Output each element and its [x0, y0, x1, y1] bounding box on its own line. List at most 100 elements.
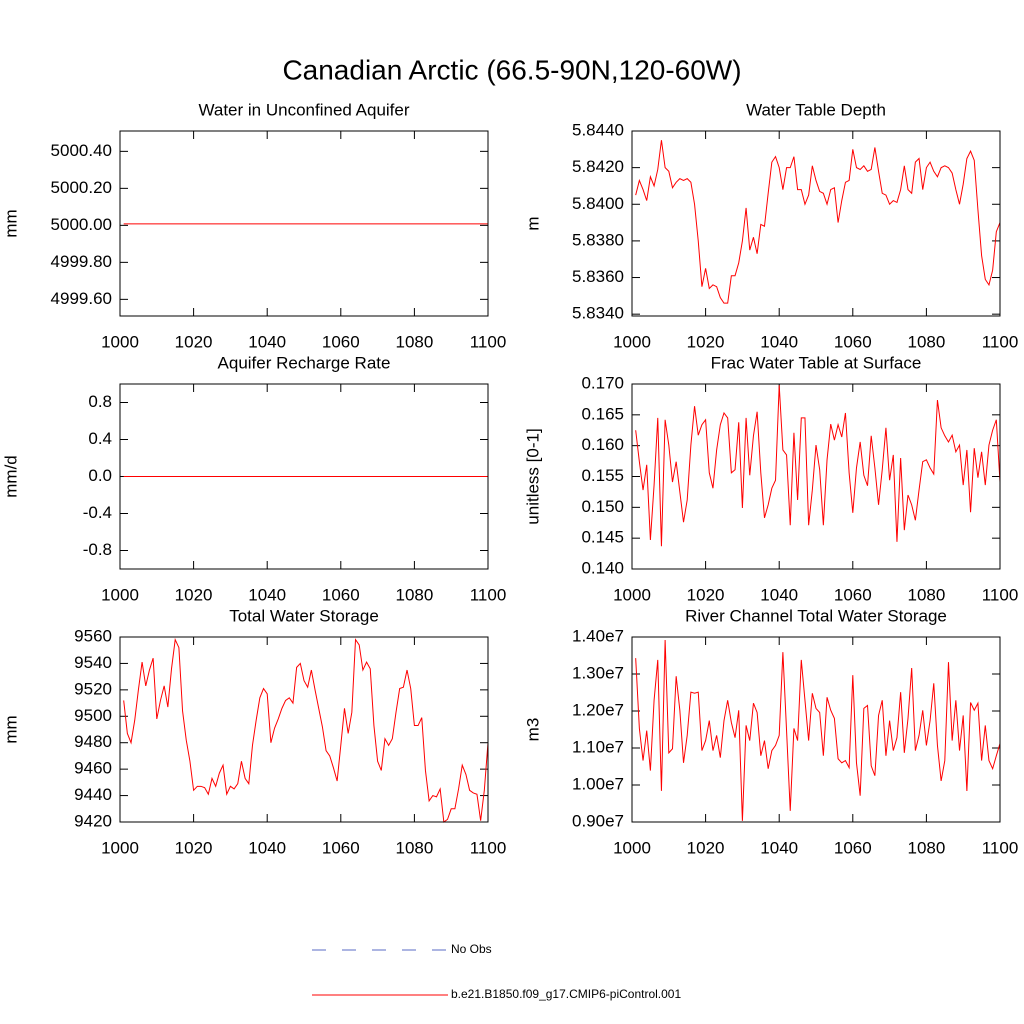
y-tick-label: 1.30e7: [572, 663, 624, 682]
y-tick-label: 5.8420: [572, 157, 624, 176]
x-tick-label: 1020: [175, 838, 213, 857]
plot-frame: [119, 130, 489, 317]
y-tick-label: 0.150: [581, 497, 624, 516]
x-tick-label: 1040: [760, 332, 798, 351]
y-tick-label: 0.170: [581, 373, 624, 392]
x-tick-label: 1080: [907, 332, 945, 351]
y-tick-label: 0.8: [88, 392, 112, 411]
x-tick-label: 1040: [248, 332, 286, 351]
x-tick-label: 1100: [982, 585, 1019, 604]
data-line: [123, 637, 489, 823]
x-tick-label: 1020: [687, 838, 725, 857]
plot-frame: [631, 383, 1001, 570]
x-tick-label: 1080: [395, 585, 433, 604]
y-tick-label: 0.4: [88, 429, 112, 448]
y-axis-label: mm/d: [1, 455, 20, 498]
plot-frame: [631, 130, 1001, 317]
panel-title: Water in Unconfined Aquifer: [198, 100, 409, 119]
y-tick-label: 0.165: [581, 404, 624, 423]
panel-title: Total Water Storage: [229, 606, 379, 625]
y-tick-label: 5.8340: [572, 304, 624, 323]
y-tick-label: 0.90e7: [572, 811, 624, 830]
y-tick-label: 9520: [74, 679, 112, 698]
y-tick-label: 0.0: [88, 466, 112, 485]
x-tick-label: 1000: [101, 838, 139, 857]
x-tick-label: 1000: [613, 585, 651, 604]
y-tick-label: 4999.80: [51, 252, 112, 271]
y-tick-label: 0.145: [581, 528, 624, 547]
panel-title: Aquifer Recharge Rate: [218, 353, 391, 372]
x-tick-label: 1060: [322, 332, 360, 351]
y-tick-label: 9480: [74, 732, 112, 751]
y-tick-label: 0.140: [581, 558, 624, 577]
x-tick-label: 1020: [687, 585, 725, 604]
y-tick-label: 5.8360: [572, 267, 624, 286]
plot-frame: [631, 636, 1001, 823]
x-tick-label: 1000: [101, 585, 139, 604]
x-tick-label: 1040: [760, 585, 798, 604]
y-axis-label: unitless [0-1]: [523, 428, 542, 524]
y-tick-label: 1.00e7: [572, 774, 624, 793]
y-tick-label: 5.8380: [572, 230, 624, 249]
x-tick-label: 1000: [613, 332, 651, 351]
y-tick-label: 5.8400: [572, 194, 624, 213]
x-tick-label: 1060: [322, 838, 360, 857]
x-tick-label: 1060: [834, 332, 872, 351]
x-tick-label: 1080: [395, 838, 433, 857]
y-axis-label: mm: [1, 715, 20, 743]
y-tick-label: 1.20e7: [572, 700, 624, 719]
data-line: [635, 140, 1001, 304]
x-tick-label: 1100: [470, 332, 507, 351]
y-tick-label: 9420: [74, 811, 112, 830]
x-tick-label: 1000: [613, 838, 651, 857]
plot-frame: [119, 383, 489, 570]
x-tick-label: 1100: [470, 585, 507, 604]
x-tick-label: 1100: [982, 332, 1019, 351]
panel-title: Water Table Depth: [746, 100, 886, 119]
x-tick-label: 1040: [760, 838, 798, 857]
y-tick-label: 9440: [74, 785, 112, 804]
figure-title: Canadian Arctic (66.5-90N,120-60W): [282, 54, 741, 85]
panel-title: Frac Water Table at Surface: [711, 353, 922, 372]
y-axis-label: mm: [1, 209, 20, 237]
x-tick-label: 1060: [834, 838, 872, 857]
x-tick-label: 1080: [395, 332, 433, 351]
y-tick-label: 5.8440: [572, 120, 624, 139]
y-tick-label: -0.8: [83, 540, 112, 559]
x-tick-label: 1100: [982, 838, 1019, 857]
x-tick-label: 1080: [907, 838, 945, 857]
x-tick-label: 1020: [175, 585, 213, 604]
y-tick-label: 1.10e7: [572, 737, 624, 756]
plot-frame: [119, 636, 489, 823]
x-tick-label: 1020: [175, 332, 213, 351]
y-tick-label: 4999.60: [51, 289, 112, 308]
y-tick-label: 5000.40: [51, 141, 112, 160]
x-tick-label: 1040: [248, 585, 286, 604]
y-axis-label: m: [523, 216, 542, 230]
y-tick-label: -0.4: [83, 503, 112, 522]
y-tick-label: 9560: [74, 626, 112, 645]
y-tick-label: 5000.00: [51, 215, 112, 234]
y-tick-label: 0.155: [581, 466, 624, 485]
legend-label: No Obs: [451, 942, 492, 956]
panel-title: River Channel Total Water Storage: [685, 606, 947, 625]
y-tick-label: 0.160: [581, 435, 624, 454]
y-axis-label: m3: [523, 718, 542, 742]
x-tick-label: 1060: [322, 585, 360, 604]
y-tick-label: 1.40e7: [572, 626, 624, 645]
data-line: [635, 639, 1001, 821]
x-tick-label: 1040: [248, 838, 286, 857]
y-tick-label: 9540: [74, 653, 112, 672]
x-tick-label: 1100: [470, 838, 507, 857]
y-tick-label: 9500: [74, 706, 112, 725]
data-line: [635, 385, 1001, 547]
y-tick-label: 5000.20: [51, 178, 112, 197]
y-tick-label: 9460: [74, 759, 112, 778]
x-tick-label: 1080: [907, 585, 945, 604]
x-tick-label: 1060: [834, 585, 872, 604]
legend-label: b.e21.B1850.f09_g17.CMIP6-piControl.001: [451, 987, 681, 1001]
x-tick-label: 1000: [101, 332, 139, 351]
x-tick-label: 1020: [687, 332, 725, 351]
